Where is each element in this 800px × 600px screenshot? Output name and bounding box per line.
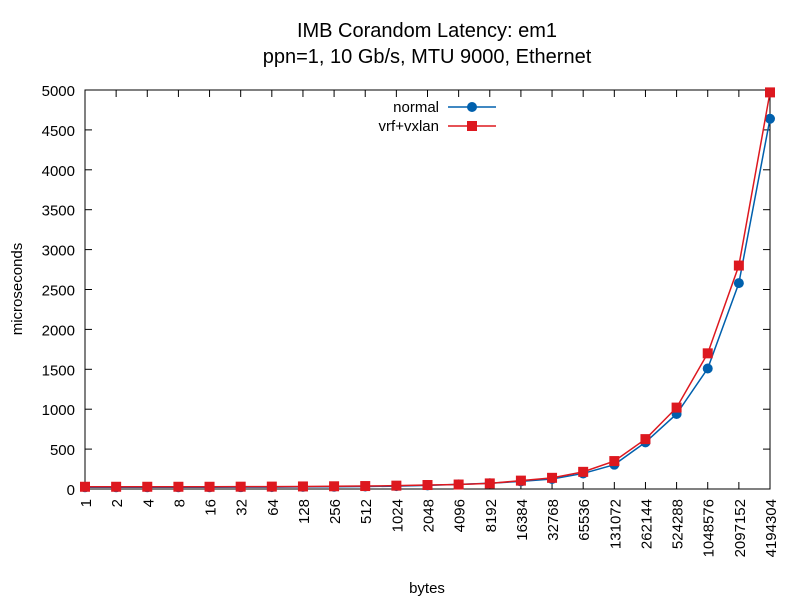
y-axis-ticks: 0 500 1000 1500 2000 2500 3000 3500 4000 4500 5000 [42, 83, 770, 499]
data-point [547, 472, 558, 483]
x-tick-label: 2097152 [732, 499, 749, 557]
x-tick-label: 1 [78, 499, 95, 507]
x-tick-label: 131072 [607, 499, 624, 549]
x-tick-label: 65536 [576, 499, 593, 541]
x-tick-label: 4096 [452, 499, 469, 532]
data-point [80, 481, 90, 492]
data-point [702, 363, 713, 374]
data-point [173, 481, 184, 492]
series-group [80, 87, 775, 493]
y-tick-label: 1000 [42, 402, 75, 419]
x-tick-label: 2 [109, 499, 126, 507]
x-tick-label: 32768 [545, 499, 562, 541]
series-vrf-vxlan [80, 87, 775, 492]
data-point [111, 481, 122, 492]
data-point [702, 348, 713, 359]
y-axis-label: microseconds [9, 243, 26, 336]
y-tick-label: 3500 [42, 203, 75, 220]
data-point [765, 87, 775, 98]
series-normal [80, 113, 775, 493]
series-line [85, 118, 771, 488]
y-tick-label: 3000 [42, 243, 75, 260]
data-point [515, 475, 526, 486]
series-line [85, 92, 771, 488]
data-point [640, 434, 651, 445]
y-tick-label: 5000 [42, 83, 75, 100]
x-tick-label: 4194304 [763, 499, 780, 557]
x-tick-label: 524288 [670, 499, 687, 549]
legend-marker [467, 121, 477, 131]
data-point [733, 278, 744, 289]
legend-marker [467, 102, 477, 112]
data-point [733, 260, 744, 271]
data-point [297, 481, 308, 492]
x-tick-label: 16384 [514, 499, 531, 541]
x-tick-label: 262144 [638, 499, 655, 549]
data-point [204, 481, 215, 492]
data-point [266, 481, 277, 492]
y-tick-label: 2000 [42, 322, 75, 339]
plot-frame [84, 89, 771, 490]
x-tick-label: 32 [234, 499, 251, 516]
x-tick-label: 4 [140, 499, 157, 507]
data-point [765, 113, 775, 124]
data-point [329, 481, 340, 492]
data-point [484, 478, 495, 489]
y-tick-label: 1500 [42, 362, 75, 379]
axes [84, 89, 771, 490]
y-tick-label: 4500 [42, 123, 75, 140]
data-point [578, 466, 589, 477]
legend-label: normal [393, 99, 439, 116]
x-tick-label: 256 [327, 499, 344, 524]
data-point [422, 480, 433, 491]
x-axis-ticks: 1 2 4 8 16 32 64 128 256 512 1024 2048 4096 8192 16384… [78, 90, 780, 557]
x-tick-label: 8 [171, 499, 188, 507]
data-point [235, 481, 246, 492]
y-tick-label: 0 [67, 482, 75, 499]
data-point [671, 402, 682, 413]
x-tick-label: 1048576 [701, 499, 718, 557]
x-tick-label: 8192 [483, 499, 500, 532]
y-tick-label: 4000 [42, 163, 75, 180]
chart-title: IMB Corandom Latency: em1 [297, 20, 557, 42]
x-tick-label: 128 [296, 499, 313, 524]
x-axis-label: bytes [409, 580, 445, 597]
x-tick-label: 64 [265, 499, 282, 516]
data-point [360, 481, 371, 492]
x-tick-label: 1024 [389, 499, 406, 532]
data-point [391, 480, 402, 491]
x-tick-label: 2048 [421, 499, 438, 532]
legend-label: vrf+vxlan [379, 118, 439, 135]
chart-subtitle: ppn=1, 10 Gb/s, MTU 9000, Ethernet [263, 46, 592, 68]
x-tick-label: 16 [203, 499, 220, 516]
x-tick-label: 512 [358, 499, 375, 524]
data-point [142, 481, 153, 492]
legend: normal vrf+vxlan [379, 99, 496, 135]
y-tick-label: 500 [50, 442, 75, 459]
y-tick-label: 2500 [42, 283, 75, 300]
data-point [453, 479, 464, 490]
data-point [609, 456, 620, 467]
